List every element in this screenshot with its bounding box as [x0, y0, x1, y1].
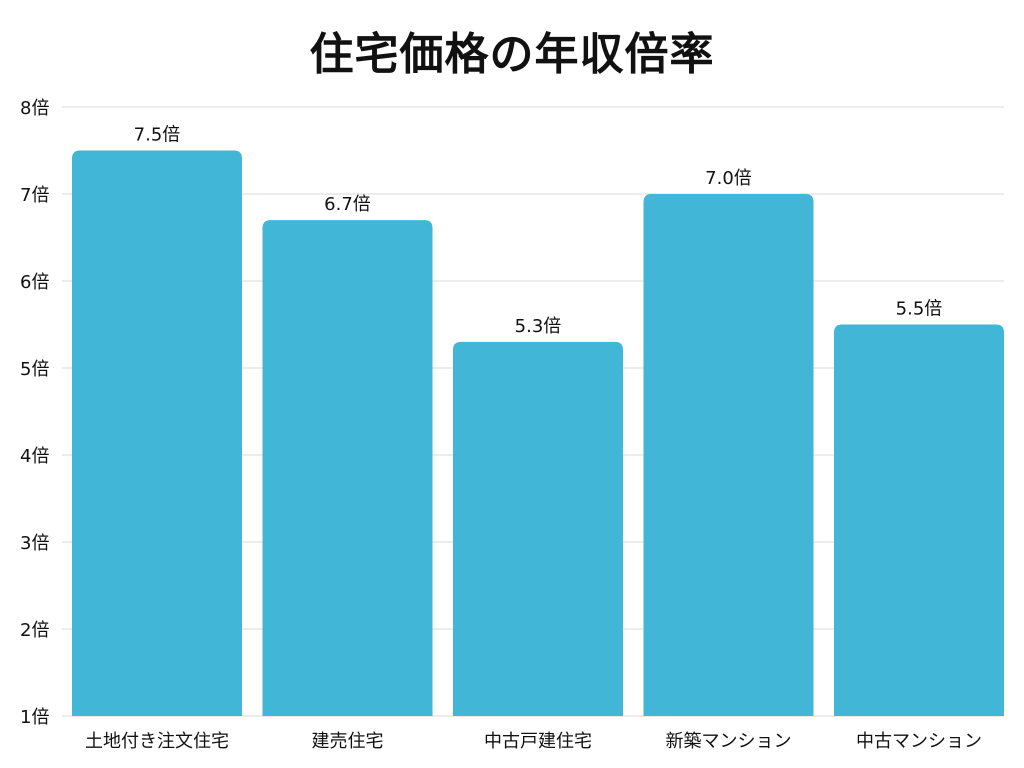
data-label-4: 5.5倍 — [896, 299, 943, 320]
y-tick-label: 2倍 — [20, 620, 49, 641]
category-label-0: 土地付き注文住宅 — [85, 731, 229, 752]
y-tick-label: 7倍 — [20, 185, 49, 206]
category-label-3: 新築マンション — [666, 731, 792, 752]
bar-2 — [453, 341, 623, 716]
category-label-1: 建売住宅 — [312, 731, 384, 752]
bar-0 — [72, 150, 242, 716]
category-label-4: 中古マンション — [856, 731, 982, 752]
y-tick-label: 8倍 — [20, 98, 49, 119]
y-tick-label: 3倍 — [20, 533, 49, 554]
chart-title: 住宅価格の年収倍率 — [309, 29, 715, 80]
category-labels: 土地付き注文住宅 建売住宅 中古戸建住宅 新築マンション 中古マンション — [85, 731, 982, 752]
y-tick-label: 1倍 — [20, 707, 49, 728]
bars — [72, 150, 1004, 716]
data-labels: 7.5倍 6.7倍 5.3倍 7.0倍 5.5倍 — [134, 125, 943, 337]
data-label-2: 5.3倍 — [515, 316, 562, 337]
data-label-1: 6.7倍 — [324, 194, 371, 215]
bar-4 — [834, 324, 1004, 716]
data-label-0: 7.5倍 — [134, 125, 181, 146]
y-tick-label: 5倍 — [20, 359, 49, 380]
y-tick-label: 6倍 — [20, 272, 49, 293]
category-label-2: 中古戸建住宅 — [484, 731, 592, 752]
data-label-3: 7.0倍 — [705, 168, 752, 189]
bar-1 — [262, 220, 433, 716]
y-axis-ticks: 1倍 2倍 3倍 4倍 5倍 6倍 7倍 8倍 — [20, 98, 49, 728]
bar-3 — [643, 194, 814, 716]
y-tick-label: 4倍 — [20, 446, 49, 467]
